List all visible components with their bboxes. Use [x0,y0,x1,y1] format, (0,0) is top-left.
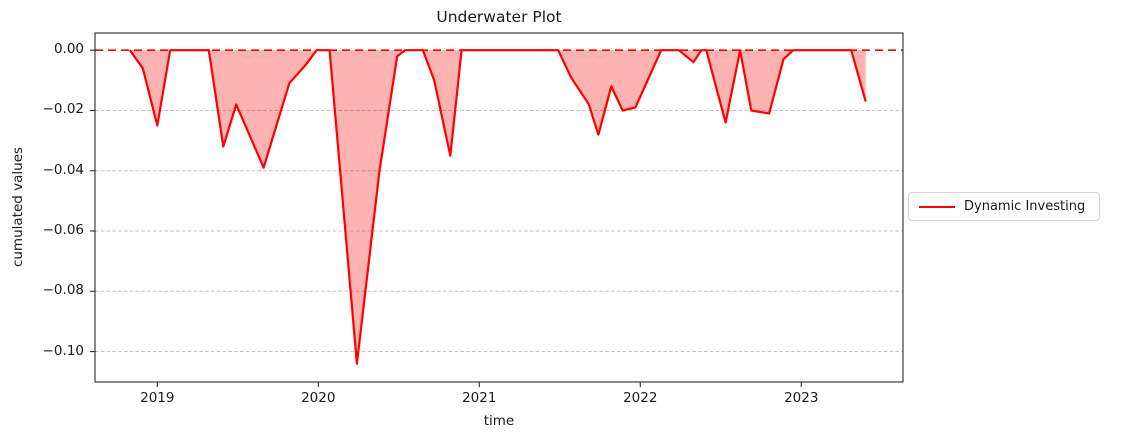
chart-title: Underwater Plot [436,8,562,26]
x-tick-label: 2023 [784,390,819,406]
y-tick-label: 0.00 [53,41,84,58]
y-tick-label: −0.10 [42,342,84,359]
series-line [129,49,867,365]
plot-border [94,32,904,383]
y-tick-label: −0.06 [42,222,84,238]
y-tick-label: −0.08 [42,282,84,299]
x-tick-label: 2020 [301,390,336,406]
y-tick-label: −0.04 [42,161,84,178]
drawdown-area [129,50,866,364]
x-axis-label: time [483,413,515,429]
x-tick-label: 2022 [623,390,658,406]
legend: Dynamic Investing [908,192,1101,221]
legend-line-sample [919,205,955,208]
x-tick-label: 2019 [140,390,175,406]
legend-entry-label: Dynamic Investing [964,199,1086,214]
y-tick-label: −0.02 [42,101,84,118]
x-tick-label: 2021 [462,390,497,406]
